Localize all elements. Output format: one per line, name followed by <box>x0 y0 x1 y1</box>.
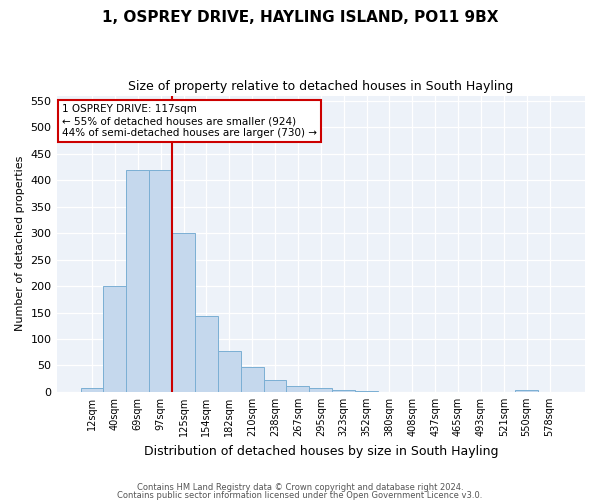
Bar <box>149 170 172 392</box>
Bar <box>263 380 286 392</box>
Bar <box>241 366 263 392</box>
Title: Size of property relative to detached houses in South Hayling: Size of property relative to detached ho… <box>128 80 514 93</box>
Bar <box>80 388 103 392</box>
Bar <box>195 316 218 392</box>
X-axis label: Distribution of detached houses by size in South Hayling: Distribution of detached houses by size … <box>143 444 498 458</box>
Bar <box>515 390 538 392</box>
Bar <box>218 350 241 392</box>
Y-axis label: Number of detached properties: Number of detached properties <box>15 156 25 332</box>
Bar <box>310 388 332 392</box>
Text: 1, OSPREY DRIVE, HAYLING ISLAND, PO11 9BX: 1, OSPREY DRIVE, HAYLING ISLAND, PO11 9B… <box>102 10 498 25</box>
Bar <box>103 286 127 392</box>
Text: 1 OSPREY DRIVE: 117sqm
← 55% of detached houses are smaller (924)
44% of semi-de: 1 OSPREY DRIVE: 117sqm ← 55% of detached… <box>62 104 317 138</box>
Bar <box>127 170 149 392</box>
Bar <box>332 390 355 392</box>
Text: Contains public sector information licensed under the Open Government Licence v3: Contains public sector information licen… <box>118 491 482 500</box>
Text: Contains HM Land Registry data © Crown copyright and database right 2024.: Contains HM Land Registry data © Crown c… <box>137 484 463 492</box>
Bar <box>172 233 195 392</box>
Bar <box>286 386 310 392</box>
